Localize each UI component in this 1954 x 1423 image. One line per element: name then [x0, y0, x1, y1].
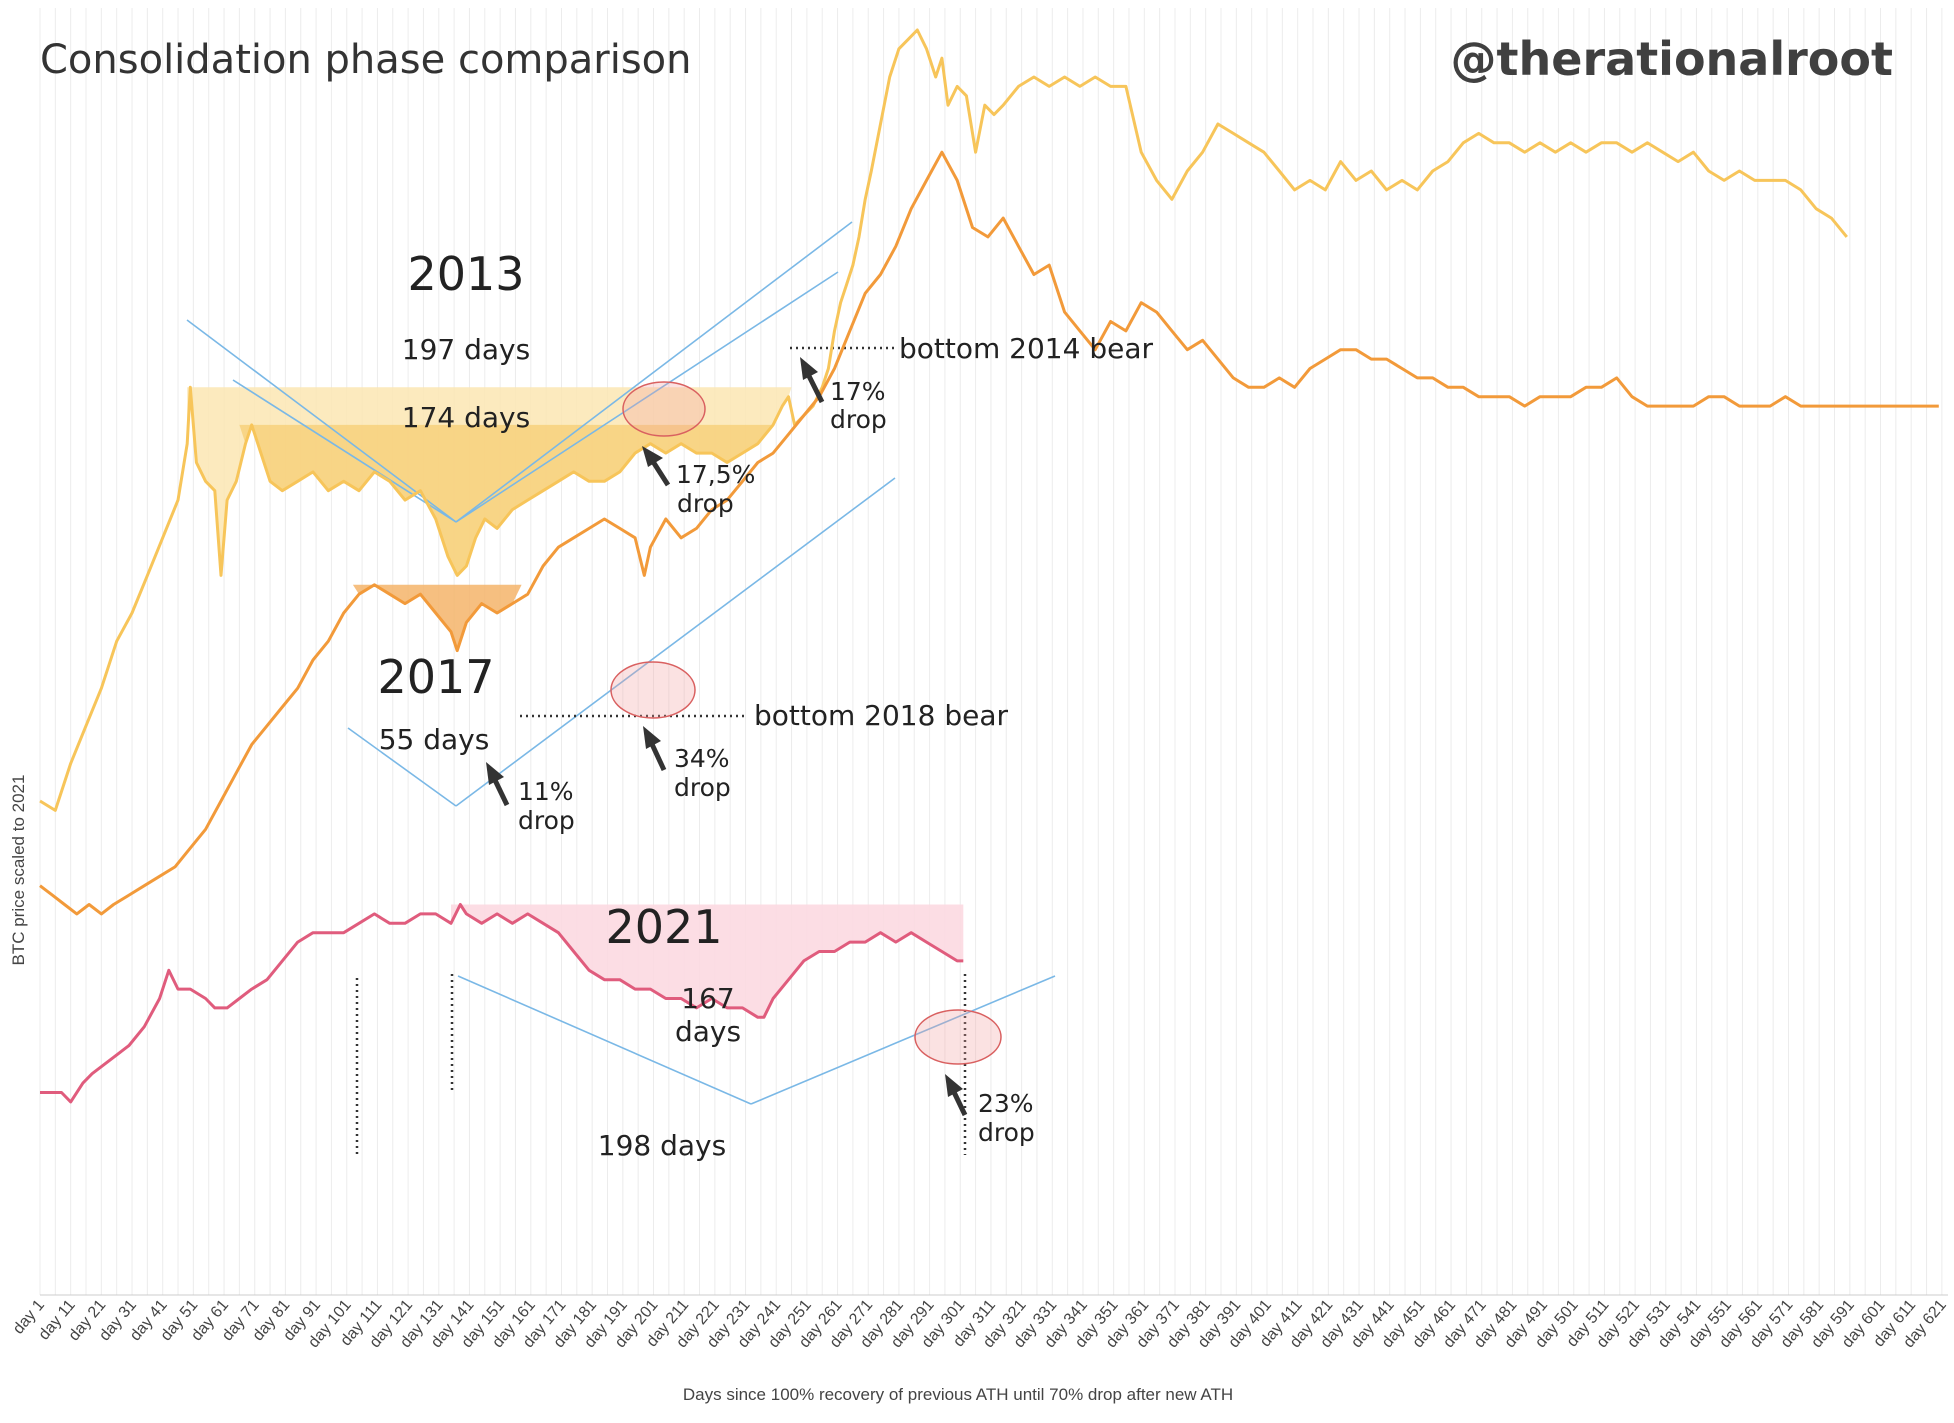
dotted-lines: [355, 346, 967, 1155]
series-line-2017: [39, 150, 1939, 916]
drop-pct-2013-a: 17,5%: [676, 460, 755, 489]
arrows: [486, 357, 968, 1117]
drop-pct-2013-b: 17%: [830, 377, 886, 406]
trend-2021-down: [457, 975, 752, 1105]
drop-pct-2017-a: 11%: [518, 777, 574, 806]
trend-2017-up: [455, 477, 896, 807]
year-label-2021: 2021: [605, 900, 722, 954]
highlight-2021: [914, 1009, 1002, 1065]
label-198-days: 198 days: [598, 1129, 726, 1162]
trend-2017-down: [347, 727, 457, 807]
x-axis-label: Days since 100% recovery of previous ATH…: [683, 1385, 1233, 1404]
phase-label-167: 167: [681, 982, 734, 1015]
author-handle: @therationalroot: [1451, 32, 1893, 86]
drop-pct-2017-b: 34%: [674, 744, 730, 773]
highlight-2017: [610, 661, 696, 719]
phase-fill-174-days: [239, 424, 774, 576]
drop-word-2017-b: drop: [674, 773, 731, 802]
series-line-2021: [40, 903, 964, 1104]
phase-label-197-days: 197 days: [402, 333, 530, 366]
highlight-ellipses: [610, 381, 1002, 1065]
drop-word-2013-b: drop: [830, 405, 887, 434]
arrow-2013-b: [800, 357, 825, 404]
series-lines: [39, 28, 1939, 1104]
drop-pct-2021: 23%: [978, 1089, 1034, 1118]
arrow-2013-a: [642, 446, 671, 487]
year-label-2017: 2017: [377, 650, 494, 704]
drop-word-2021: drop: [978, 1118, 1035, 1147]
trend-2013-a-down: [186, 319, 457, 523]
trend-lines: [186, 221, 1056, 1105]
year-label-2013: 2013: [407, 247, 524, 301]
phase-label-174-days: 174 days: [402, 401, 530, 434]
trend-2013-b-down: [232, 379, 457, 523]
label-bottom-2014-bear: bottom 2014 bear: [899, 332, 1153, 365]
label-bottom-2018-bear: bottom 2018 bear: [754, 699, 1008, 732]
arrow-2017-b: [643, 726, 667, 772]
phase-fill-167-days: [451, 904, 964, 1018]
drop-word-2013-a: drop: [677, 489, 734, 518]
arrow-2021: [945, 1074, 968, 1117]
phase-fill-55-days: [352, 584, 522, 651]
phase-label-55-days: 55 days: [379, 723, 490, 756]
gridlines: [39, 8, 1943, 1295]
series-line-2013: [39, 28, 1848, 812]
arrow-2017-a: [486, 762, 510, 807]
y-axis-label: BTC price scaled to 2021: [9, 775, 28, 966]
trend-2013-a-up: [455, 221, 853, 523]
highlight-2013: [622, 381, 706, 437]
trend-2021-up: [750, 975, 1056, 1105]
trend-2013-b-up: [455, 271, 839, 523]
drop-word-2017-a: drop: [518, 806, 575, 835]
chart-title: Consolidation phase comparison: [40, 37, 692, 83]
phase-label-167-days: days: [675, 1015, 741, 1048]
